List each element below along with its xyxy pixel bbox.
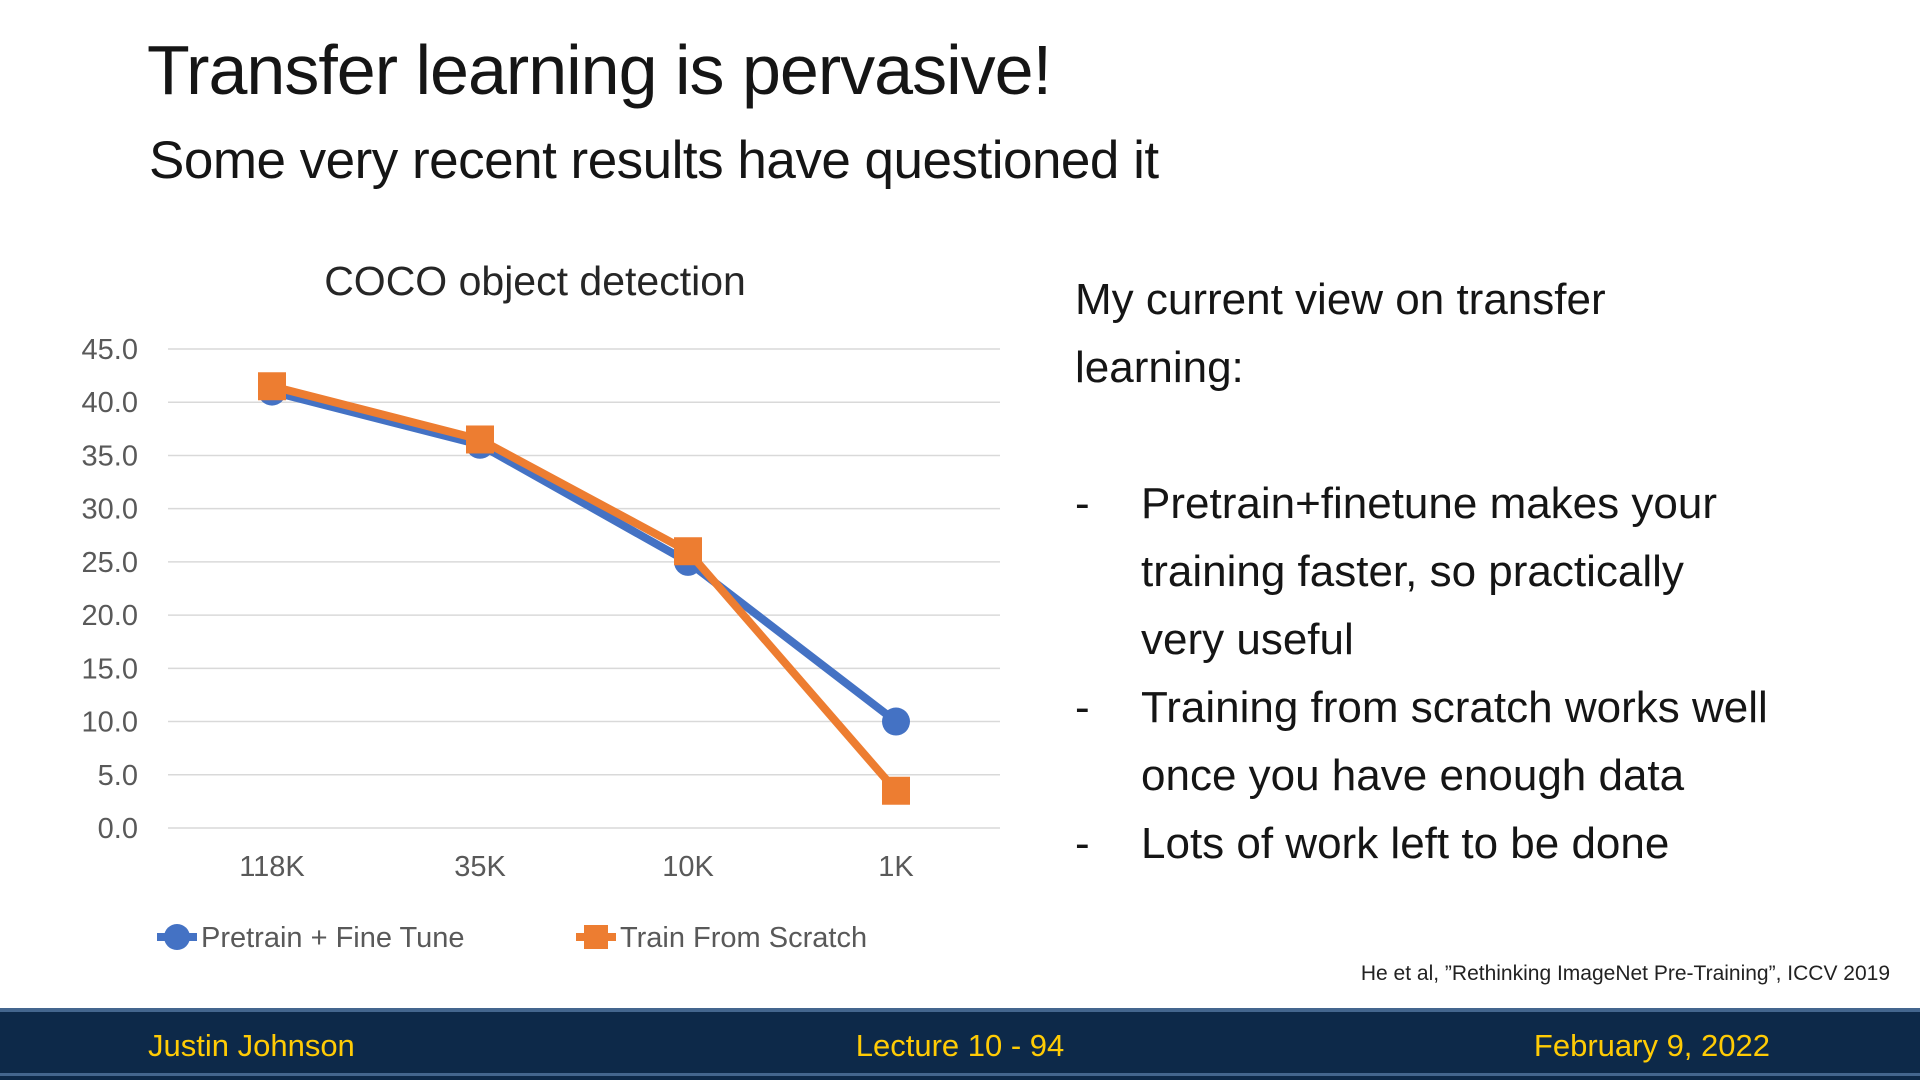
y-tick-label: 40.0 [82,387,138,419]
y-tick-label: 5.0 [98,760,138,792]
footer-divider [0,1073,1920,1076]
footer-lecture-number: Lecture 10 - 94 [855,1028,1065,1063]
commentary-intro: My current view on transfer learning: [1075,275,1606,392]
y-tick-label: 30.0 [82,494,138,526]
data-point-marker [882,707,910,736]
y-tick-label: 15.0 [82,653,138,685]
bullet-item: - Pretrain+finetune makes your training f… [1075,470,1910,674]
y-tick-label: 45.0 [82,334,138,366]
chart-title: COCO object detection [324,258,746,304]
x-tick-label: 10K [662,851,714,883]
series-line-1 [271,382,900,794]
y-tick-label: 10.0 [82,707,138,739]
x-tick-label: 118K [239,851,305,883]
bullet-dash: - [1075,683,1090,732]
y-tick-label: 0.0 [98,813,138,845]
legend-label: Pretrain + Fine Tune [201,922,465,954]
footer-author: Justin Johnson [148,1028,355,1063]
bullet-text: Pretrain+finetune makes your training fa… [1141,479,1717,664]
bullet-item: - Training from scratch works well once y… [1075,674,1910,810]
bullet-dash: - [1075,479,1090,528]
x-tick-label: 1K [878,851,914,883]
data-point-marker [882,776,910,805]
commentary-block: My current view on transfer learning: - P… [1075,266,1910,878]
data-point-marker [674,537,702,566]
bullet-text: Training from scratch works well once yo… [1141,683,1768,800]
footer-bar: Justin Johnson Lecture 10 - 94 February … [0,1008,1920,1080]
citation: He et al, ”Rethinking ImageNet Pre-Train… [1360,962,1890,985]
bullet-list: - Pretrain+finetune makes your training f… [1075,470,1910,878]
footer-date: February 9, 2022 [1533,1028,1770,1063]
legend-label: Train From Scratch [620,922,867,954]
bullet-dash: - [1075,819,1090,868]
bullet-text: Lots of work left to be done [1141,819,1670,868]
y-tick-label: 25.0 [82,547,138,579]
y-tick-label: 35.0 [82,440,138,472]
data-point-marker [466,425,494,454]
y-tick-label: 20.0 [82,600,138,632]
slide-subtitle: Some very recent results have questioned… [149,131,1159,190]
coco-object-detection-chart: 0.0 5.0 10.0 15.0 20.0 25.0 30.0 35.0 40.0 45.0 11… [82,258,1000,954]
legend-marker-square-icon [584,925,608,949]
legend-marker-circle-icon [164,924,190,950]
x-tick-label: 35K [454,851,506,883]
bullet-item: - Lots of work left to be done [1075,810,1910,878]
series-line-0 [271,387,899,725]
slide-title: Transfer learning is pervasive! [147,31,1052,109]
data-point-marker [258,372,286,401]
